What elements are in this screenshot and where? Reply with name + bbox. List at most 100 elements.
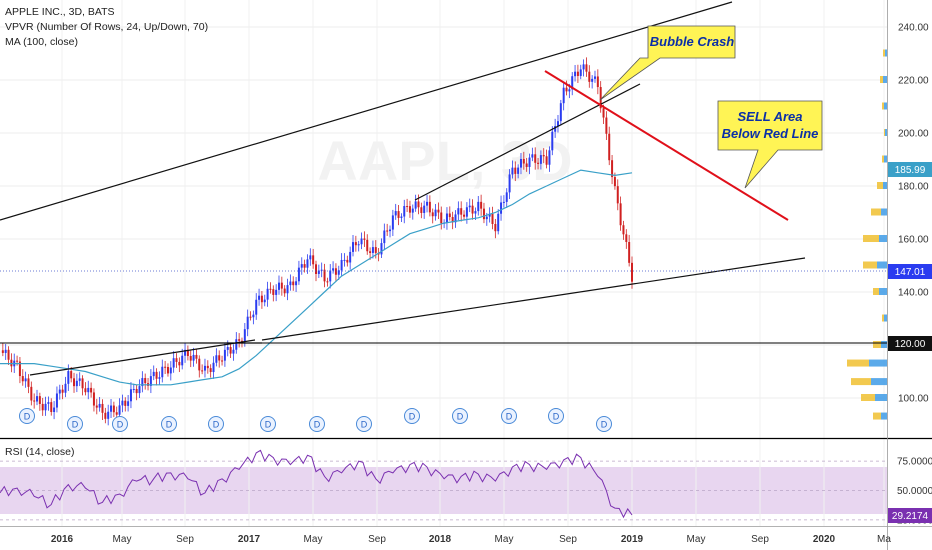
ma-indicator-label[interactable]: MA (100, close): [5, 36, 78, 48]
price-candle: [240, 340, 243, 342]
price-candle: [599, 87, 602, 109]
dividend-marker-label: D: [601, 420, 608, 430]
dividend-marker-label: D: [72, 420, 79, 430]
price-candle: [525, 163, 528, 167]
rsi-indicator-label[interactable]: RSI (14, close): [5, 446, 74, 458]
price-candle: [596, 76, 599, 88]
price-candle: [258, 295, 261, 300]
price-candle: [320, 269, 323, 271]
price-candle: [332, 268, 335, 271]
price-candle: [482, 208, 485, 220]
price-candle: [408, 206, 411, 213]
price-candle: [371, 247, 374, 253]
price-candle: [124, 400, 127, 406]
price-candle: [178, 361, 181, 366]
price-candle: [175, 358, 178, 362]
price-candle: [613, 177, 616, 187]
price-candle: [568, 89, 571, 92]
dividend-marker-label: D: [457, 412, 464, 422]
price-candle: [576, 71, 579, 76]
price-candle: [47, 402, 50, 404]
price-candle: [78, 378, 81, 381]
price-candle: [315, 264, 317, 274]
price-candle: [215, 355, 218, 363]
price-candle: [400, 216, 403, 218]
price-candle: [448, 213, 451, 218]
price-candle: [454, 214, 457, 223]
price-candle: [243, 329, 246, 342]
dividend-marker: [67, 416, 83, 432]
price-candle: [41, 403, 44, 411]
ma-value-text: 185.99: [895, 165, 926, 176]
time-tick-label: 2019: [621, 534, 644, 545]
price-candle: [118, 405, 121, 415]
price-candle: [366, 239, 369, 252]
price-candle: [110, 405, 113, 412]
price-candle: [101, 403, 104, 413]
price-candle: [218, 355, 221, 361]
price-candle: [363, 238, 366, 240]
price-candle: [263, 299, 266, 303]
price-candle: [337, 270, 340, 275]
volume-profile-up: [883, 76, 887, 83]
price-candle: [1, 350, 4, 353]
price-candle: [508, 174, 511, 193]
price-tick-label: 240.00: [898, 23, 929, 34]
price-candle: [465, 207, 468, 217]
sell-area-text-2: Below Red Line: [722, 126, 819, 141]
price-candle: [397, 211, 400, 218]
price-candle: [172, 358, 175, 368]
price-candle: [517, 167, 520, 174]
price-candle: [579, 69, 582, 76]
dividend-marker: [548, 408, 564, 424]
price-candle: [571, 76, 574, 90]
price-candle: [169, 367, 172, 374]
dividend-marker-label: D: [117, 420, 124, 430]
chart-title: APPLE INC., 3D, BATS: [5, 6, 115, 18]
price-candle: [144, 378, 147, 384]
price-candle: [445, 213, 448, 223]
dividend-marker: [596, 416, 612, 432]
main-pane-bg: [0, 0, 887, 437]
price-candle: [494, 223, 497, 232]
rsi-tick-label: 50.0000: [897, 486, 932, 497]
price-candle: [73, 378, 76, 387]
price-candle: [50, 402, 53, 413]
price-candle: [112, 405, 115, 413]
price-candle: [98, 403, 101, 408]
price-candle: [457, 208, 460, 215]
dividend-marker-label: D: [213, 420, 220, 430]
price-candle: [246, 316, 249, 330]
price-candle: [272, 289, 275, 295]
price-candle: [87, 387, 90, 393]
price-candle: [252, 314, 255, 318]
volume-profile-down: [882, 314, 884, 322]
price-candle: [434, 209, 437, 217]
price-candle: [138, 386, 141, 394]
price-candle: [21, 376, 24, 382]
time-axis[interactable]: 2016 May Sep 2017 May Sep 2018 May Sep 2019 May Sep…: [51, 534, 892, 545]
price-candle: [44, 403, 47, 411]
volume-profile-up: [877, 261, 887, 269]
price-candle: [488, 213, 491, 217]
price-candle: [33, 400, 36, 402]
price-candles: [1, 57, 633, 426]
support-text: 120.00: [895, 339, 926, 350]
price-candle: [631, 262, 633, 282]
price-candle: [548, 150, 551, 165]
price-candle: [545, 156, 548, 165]
price-candle: [70, 371, 73, 379]
price-candle: [198, 358, 201, 371]
price-candle: [27, 378, 30, 387]
price-candle: [275, 289, 278, 295]
volume-profile-down: [877, 182, 883, 189]
price-candle: [480, 201, 483, 209]
price-candle: [426, 201, 429, 206]
dividend-marker-label: D: [166, 420, 173, 430]
price-candle: [556, 121, 559, 126]
price-candle: [428, 201, 431, 213]
price-candle: [591, 78, 594, 82]
vpvr-indicator-label[interactable]: VPVR (Number Of Rows, 24, Up/Down, 70): [5, 21, 208, 33]
volume-profile-down: [851, 378, 871, 386]
